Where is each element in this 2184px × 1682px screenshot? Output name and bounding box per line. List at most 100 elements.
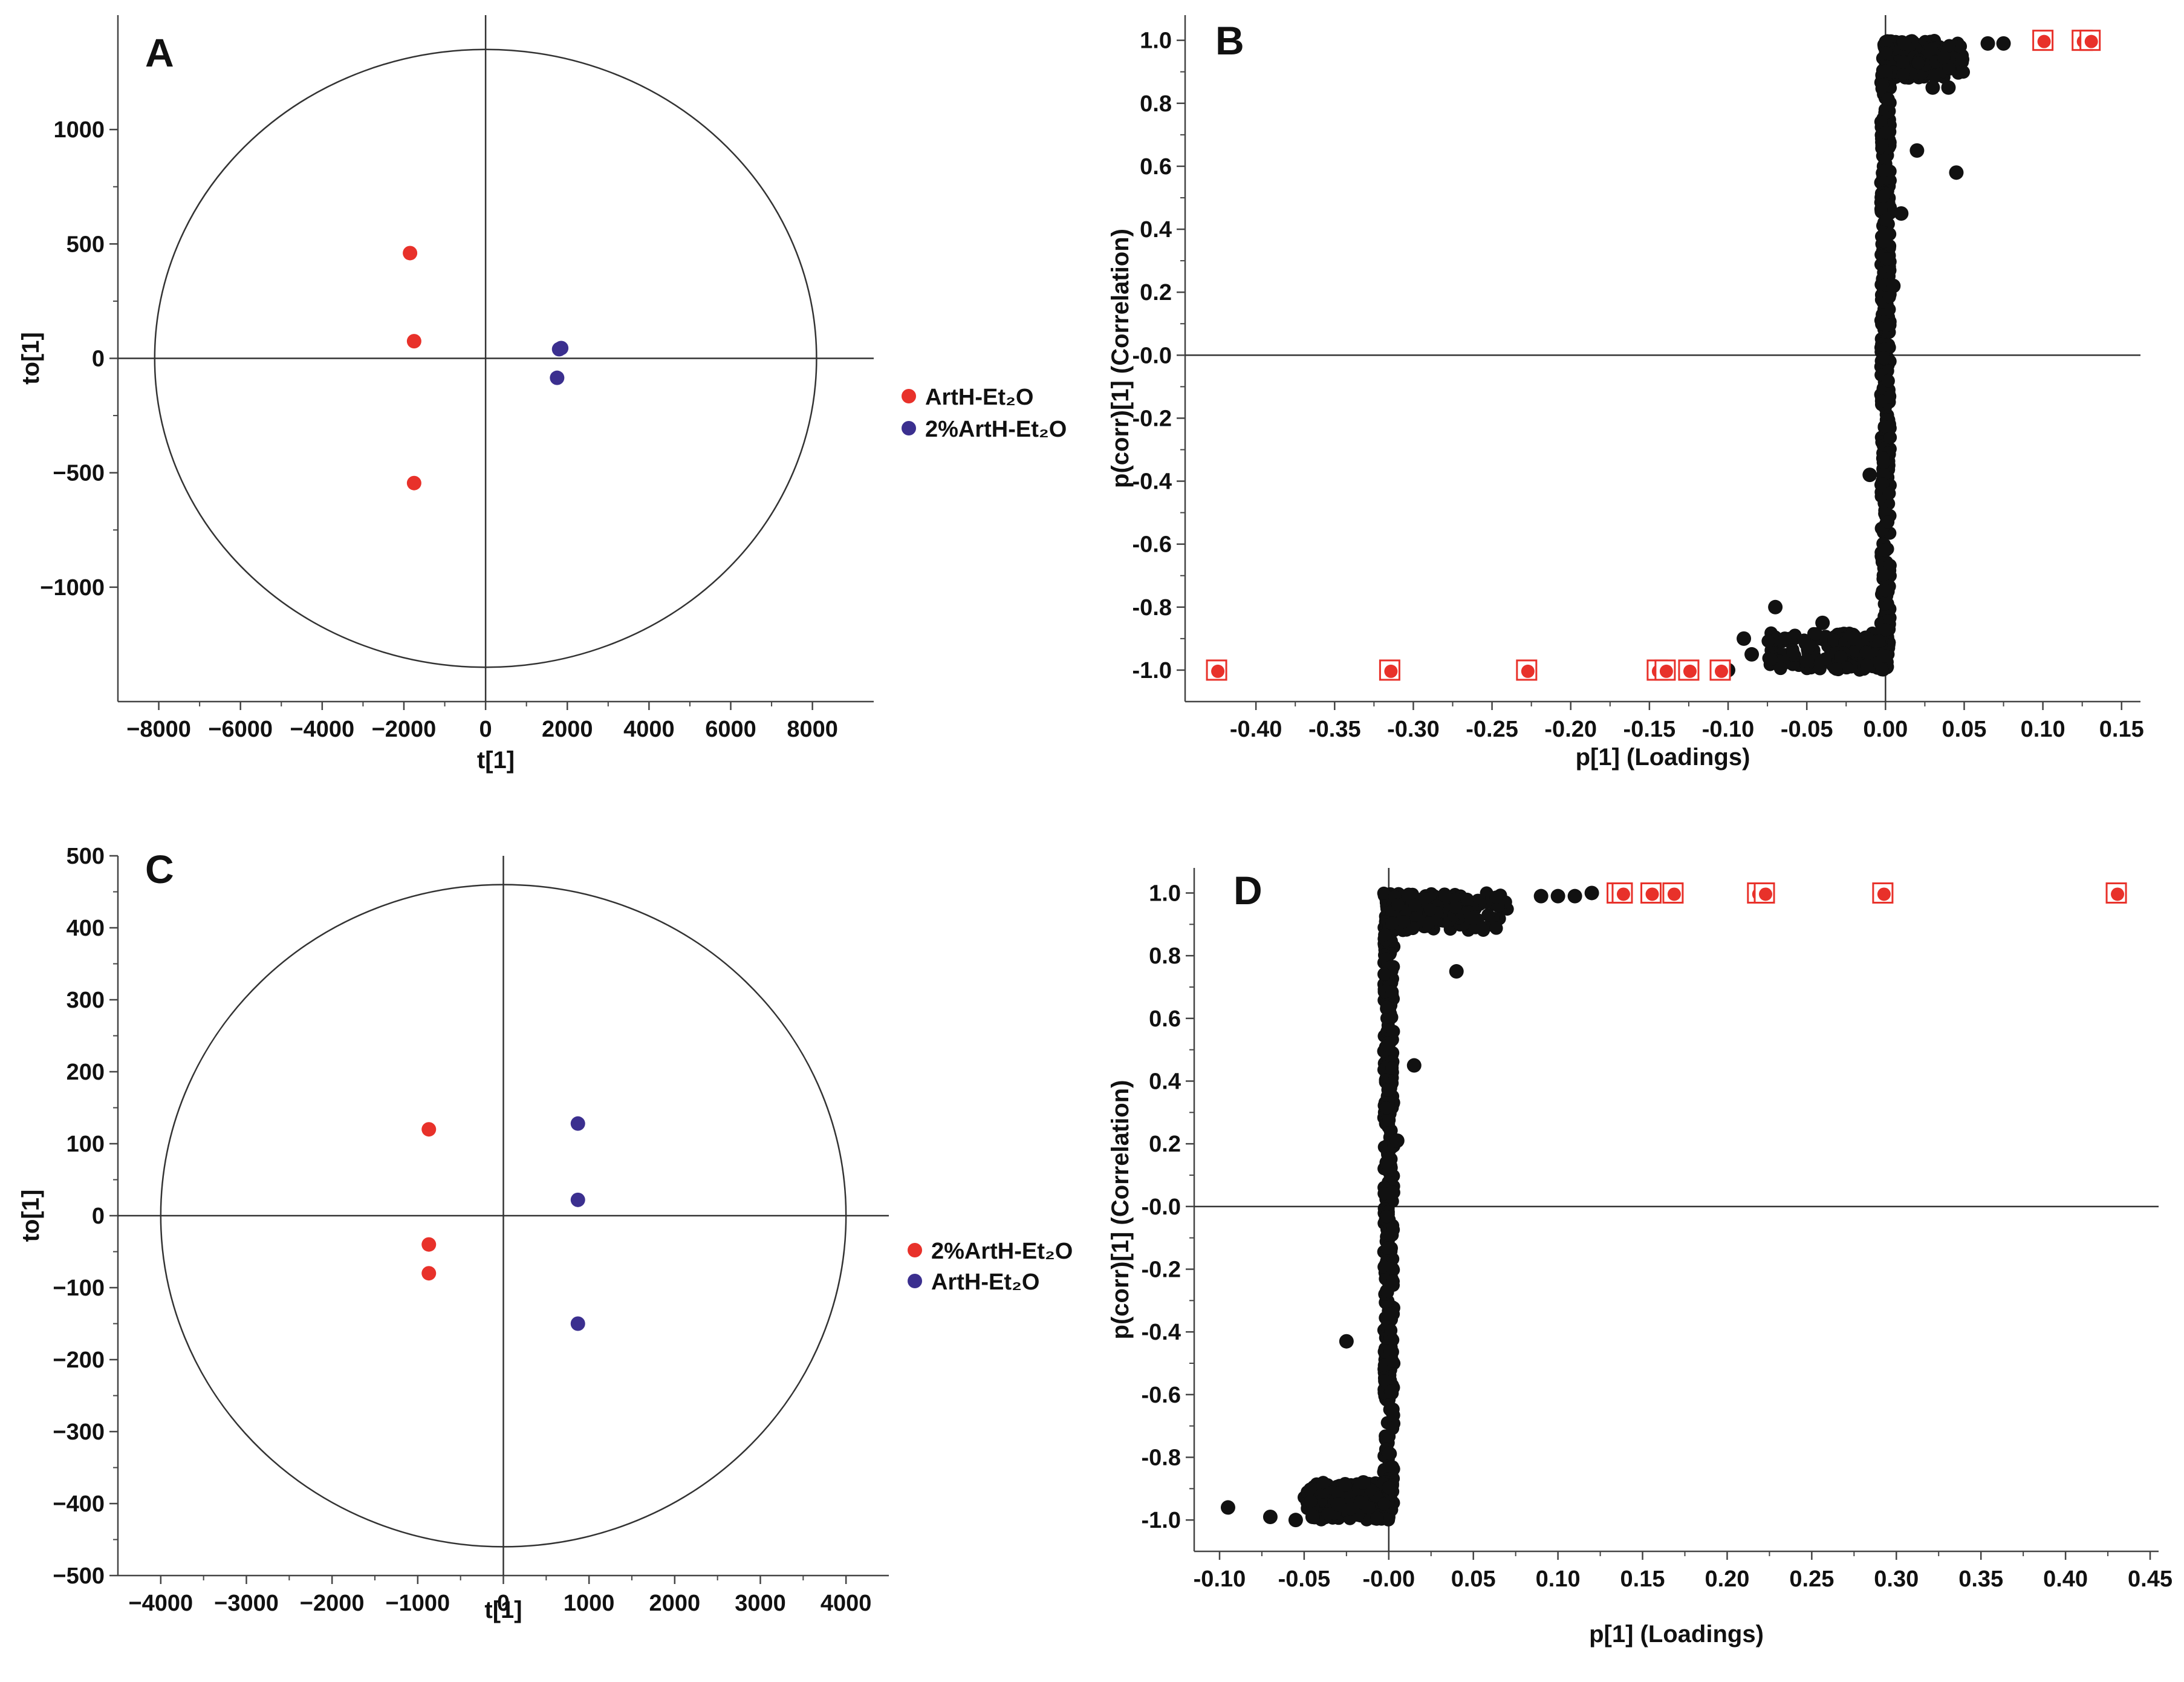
variable-point-b [1773,662,1787,676]
x-tick-label-d: 0.05 [1451,1566,1496,1592]
variable-point-d [1422,916,1435,930]
variable-point-d [1386,1460,1400,1474]
variable-point-b [1827,633,1841,647]
variable-point-d [1386,1223,1400,1237]
variable-point-d [1419,892,1432,906]
variable-point-b [1880,252,1894,266]
selected-variable-point-d [2111,887,2125,901]
x-tick-label-c: 3000 [735,1591,786,1616]
variable-point-d [1382,1446,1396,1460]
variable-point-d [1408,898,1422,912]
variable-point-d [1397,915,1411,929]
variable-point-b [1881,374,1895,388]
x-tick-label-c: 4000 [821,1591,872,1616]
variable-point-d [1386,1354,1400,1368]
variable-point-d [1386,1262,1400,1276]
selected-variable-point-b [2084,34,2098,48]
variable-point-b [1879,623,1893,637]
legend-a-swatch-2 [902,421,916,435]
variable-point-d [1438,888,1452,902]
y-tick-label-d: -0.6 [1142,1383,1181,1408]
x-tick-label-c: −1000 [385,1591,450,1616]
variable-point-b [1996,36,2011,51]
y-tick-label-c: 500 [67,844,105,869]
variable-point-d [1408,908,1422,922]
panel-letter-b: B [1215,18,1244,63]
y-tick-label-b: 0.6 [1140,154,1172,180]
variable-point-b [1849,645,1863,659]
y-tick-label-d: 1.0 [1149,881,1181,906]
legend-a-label-1: ArtH-Et₂O [925,385,1033,410]
variable-point-d [1449,964,1464,979]
y-tick-label-d: 0.2 [1149,1132,1181,1157]
x-tick-label-a: 2000 [542,717,593,742]
y-axis-title-b: p(corr)[1] (Correlation) [1107,229,1134,488]
variable-point-d [1383,1384,1397,1398]
variable-point-b [1876,451,1890,465]
variable-point-b [1886,278,1901,293]
y-tick-label-a: −1000 [40,575,105,601]
panel-letter-c: C [145,847,174,892]
variable-point-b [1877,420,1891,434]
x-tick-label-c: 2000 [649,1591,701,1616]
x-tick-label-d: -0.00 [1362,1566,1415,1592]
variable-point-b [1834,650,1848,663]
variable-point-b [1955,53,1969,67]
sample-point-c-series-2 [570,1192,585,1207]
legend-a: ArtH-Et₂O 2%ArtH-Et₂O [902,385,1067,442]
variable-point-b [1874,202,1888,216]
variable-point-b [1860,659,1874,673]
variable-point-d [1344,1502,1357,1516]
variable-point-b [1768,599,1783,614]
variable-point-b [1937,51,1951,65]
variable-point-d [1380,1000,1394,1014]
x-tick-label-b: 0.05 [1942,717,1986,742]
variable-point-d [1378,928,1392,942]
panel-letter-a: A [145,30,174,75]
variable-point-b [1883,431,1897,445]
x-tick-label-a: −8000 [126,717,191,742]
variable-point-d [1567,888,1582,904]
y-tick-label-a: 1000 [53,117,105,143]
y-tick-label-d: 0.6 [1149,1006,1181,1032]
panel-d-s-plot: -0.10 -0.05 -0.00 0.05 0.10 0.15 0.20 0.25 0.30 0… [1107,868,2173,1648]
selected-variable-point-b [1683,664,1697,678]
panel-c-score-plot: −4000 −3000 −2000 −1000 0 1000 2000 3000 4000−50… [18,844,889,1623]
y-tick-label-c: 200 [67,1060,105,1085]
y-tick-label-d: 0.8 [1149,944,1181,969]
x-tick-label-b: -0.25 [1466,717,1518,742]
variable-point-b [1876,189,1890,203]
legend-c-swatch-1 [908,1243,922,1257]
variable-point-d [1384,1124,1398,1138]
variable-point-b [1737,631,1752,646]
variable-point-d [1339,1334,1354,1349]
variable-point-b [1879,46,1893,60]
variable-point-d [1378,1374,1392,1388]
x-tick-label-a: 0 [479,717,492,742]
selected-variable-point-b [1659,664,1673,678]
variable-point-b [1879,126,1893,140]
x-tick-label-a: 4000 [623,717,675,742]
x-tick-label-b: -0.40 [1230,717,1282,742]
variable-point-b [1764,653,1778,667]
variable-point-d [1377,967,1391,981]
x-tick-label-d: 0.25 [1789,1566,1834,1592]
variable-point-b [1877,543,1891,557]
variable-point-b [1879,35,1893,49]
variable-point-d [1489,921,1503,935]
variable-point-d [1533,888,1549,904]
variable-point-b [1839,661,1853,675]
variable-point-d [1382,1113,1396,1127]
x-tick-label-a: 8000 [787,717,838,742]
variable-point-b [1876,477,1890,491]
selected-variable-point-d [1877,887,1891,901]
selected-variable-point-d [1759,887,1773,901]
variable-point-b [1778,631,1792,645]
variable-point-d [1481,908,1495,922]
variable-point-b [1875,139,1889,152]
x-tick-label-c: −3000 [214,1591,279,1616]
y-tick-label-c: −200 [53,1348,105,1373]
variable-point-d [1384,1323,1398,1337]
variable-point-b [1786,645,1800,659]
